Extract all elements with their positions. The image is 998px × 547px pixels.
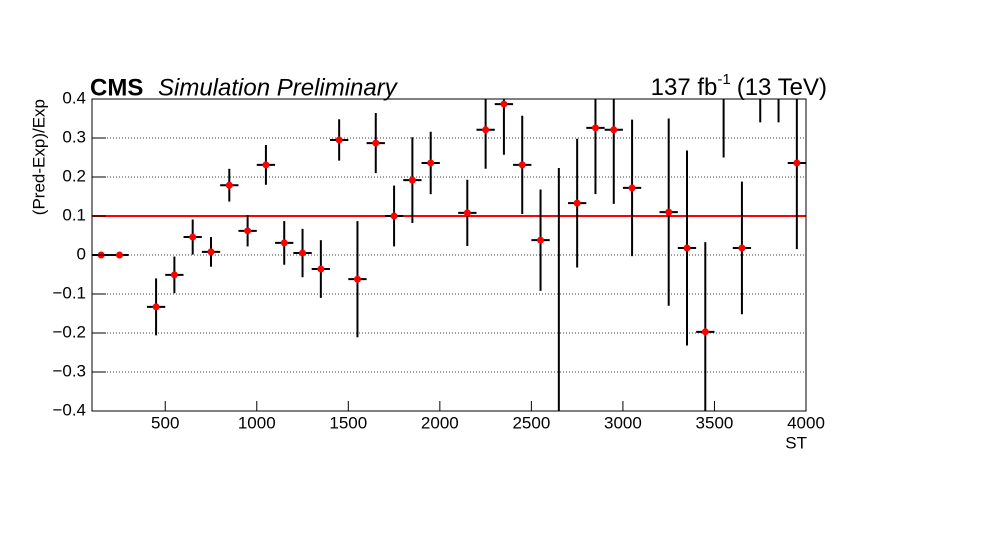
x-tick-label: 500 bbox=[151, 413, 179, 432]
y-tick-label: 0.1 bbox=[62, 205, 86, 224]
marker bbox=[408, 176, 416, 184]
marker bbox=[500, 100, 508, 108]
x-axis-label: ST bbox=[785, 433, 807, 452]
marker bbox=[170, 271, 178, 279]
lumi-label: 137 fb-1 (13 TeV) bbox=[651, 71, 827, 101]
x-tick-label: 4000 bbox=[787, 413, 825, 432]
y-tick-label: 0.4 bbox=[62, 88, 86, 107]
marker bbox=[537, 236, 545, 244]
marker bbox=[591, 124, 599, 132]
y-tick-label: 0.2 bbox=[62, 166, 86, 185]
x-tick-label: 1000 bbox=[238, 413, 276, 432]
marker bbox=[317, 265, 325, 273]
marker bbox=[463, 209, 471, 217]
marker bbox=[372, 139, 380, 147]
marker bbox=[262, 161, 270, 169]
x-tick-label: 3500 bbox=[696, 413, 734, 432]
x-tick-label: 1500 bbox=[329, 413, 367, 432]
marker bbox=[280, 239, 288, 247]
marker bbox=[665, 208, 673, 216]
marker bbox=[152, 303, 160, 311]
marker bbox=[115, 251, 123, 259]
y-tick-label: −0.4 bbox=[52, 400, 86, 419]
y-tick-label: −0.2 bbox=[52, 322, 86, 341]
marker bbox=[207, 248, 215, 256]
marker bbox=[189, 233, 197, 241]
marker bbox=[353, 275, 361, 283]
marker bbox=[518, 161, 526, 169]
x-tick-label: 2000 bbox=[421, 413, 459, 432]
marker bbox=[610, 126, 618, 134]
marker bbox=[390, 212, 398, 220]
cms-label: CMS bbox=[90, 74, 143, 101]
simulation-label: Simulation Preliminary bbox=[158, 74, 399, 101]
plot-area bbox=[92, 99, 806, 411]
marker bbox=[683, 244, 691, 252]
y-tick-label: 0.3 bbox=[62, 127, 86, 146]
y-tick-label: 0 bbox=[77, 244, 86, 263]
y-tick-label: −0.1 bbox=[52, 283, 86, 302]
marker bbox=[299, 249, 307, 257]
y-axis-label: (Pred-Exp)/Exp bbox=[29, 99, 48, 215]
marker bbox=[482, 126, 490, 134]
marker bbox=[244, 227, 252, 235]
marker bbox=[738, 244, 746, 252]
marker bbox=[225, 181, 233, 189]
marker bbox=[628, 184, 636, 192]
lumi-sup: -1 bbox=[717, 71, 730, 88]
marker bbox=[701, 328, 709, 336]
y-tick-label: −0.3 bbox=[52, 361, 86, 380]
axes: −0.4 −0.3 −0.2 −0.1 0 0.1 0.2 0.3 0.4 500 1000 1500… bbox=[52, 88, 824, 432]
marker bbox=[573, 199, 581, 207]
marker bbox=[335, 136, 343, 144]
energy-text: (13 TeV) bbox=[737, 74, 827, 101]
lumi-text: 137 fb bbox=[651, 74, 718, 101]
x-tick-label: 2500 bbox=[512, 413, 550, 432]
marker bbox=[427, 159, 435, 167]
x-tick-label: 3000 bbox=[604, 413, 642, 432]
marker bbox=[793, 159, 801, 167]
